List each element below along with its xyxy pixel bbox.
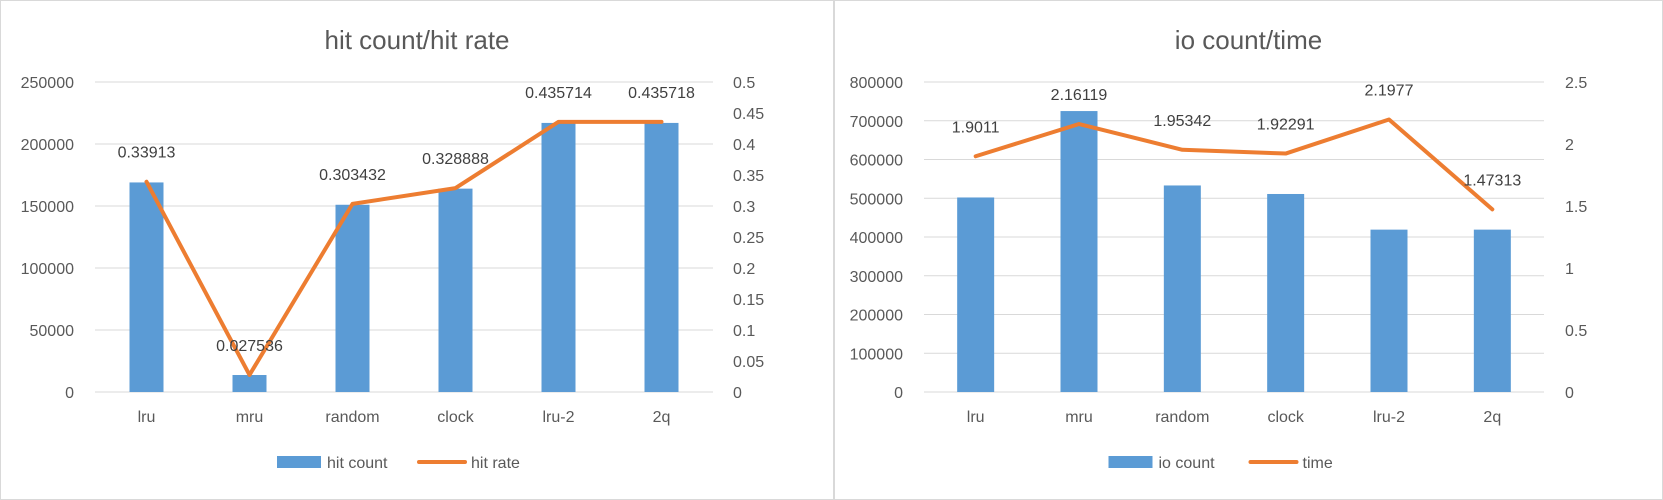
legend-label: io count [1159,455,1216,472]
data-label: 0.435714 [525,85,592,102]
right-tick-label: 0.2 [733,261,755,278]
right-tick-label: 2 [1565,137,1574,154]
left-tick-label: 400000 [850,230,903,247]
data-label: 1.9011 [952,119,1000,136]
line-point [558,121,559,123]
category-label: random [1155,409,1209,426]
left-tick-label: 50000 [30,323,75,340]
left-tick-label: 0 [894,385,903,402]
left-tick-label: 250000 [21,75,74,92]
chart-io-count-time: io count/time 0 100000 200000 300000 400000 50… [834,0,1663,500]
right-tick-label: 0.45 [733,106,764,123]
data-label: 1.47313 [1463,172,1521,189]
data-label: 1.95342 [1153,113,1211,130]
data-label: 2.16119 [1051,87,1108,104]
bar [129,182,164,392]
left-tick-label: 500000 [850,191,903,208]
right-tick-label: 1 [1565,261,1574,278]
right-tick-label: 2.5 [1565,75,1587,92]
data-label: 2.1977 [1365,82,1414,99]
bar [1267,193,1305,392]
category-label: clock [437,409,474,426]
chart-title: io count/time [1175,25,1322,55]
line-series [144,119,664,377]
right-tick-label: 0.4 [733,137,755,154]
line-series [973,117,1495,212]
line-point [1491,208,1493,210]
bar [644,122,679,393]
line-point [1078,123,1080,125]
right-tick-label: 1.5 [1565,199,1587,216]
bar [1370,229,1408,392]
right-tick-label: 0.3 [733,199,755,216]
legend-swatch-bar [1108,456,1153,468]
chart-title: hit count/hit rate [325,25,510,55]
line-point [352,203,353,205]
right-tick-label: 0.1 [733,323,755,340]
line-point [1285,153,1287,155]
line-point [146,181,147,183]
bar [1163,185,1201,392]
right-tick-label: 0 [1565,385,1574,402]
line-point [1181,149,1183,151]
legend-swatch-bar [277,456,321,468]
line-point [661,121,662,123]
bar [1060,111,1098,392]
left-tick-label: 150000 [21,199,74,216]
left-tick-label: 700000 [850,114,903,131]
bar [335,204,370,392]
right-tick-label: 0.35 [733,168,764,185]
line-point [1388,118,1390,120]
category-label: lru [967,409,985,426]
right-tick-label: 0.25 [733,230,764,247]
left-tick-label: 100000 [850,346,903,363]
category-label: random [325,409,379,426]
bar [541,122,576,393]
category-label: lru-2 [542,409,574,426]
left-tick-label: 0 [65,385,74,402]
left-tick-label: 300000 [850,269,903,286]
legend-label: hit count [327,455,388,472]
line-point [975,155,977,157]
category-label: mru [236,409,264,426]
bar [1473,229,1511,392]
category-label: mru [1065,409,1093,426]
left-tick-label: 800000 [850,75,903,92]
category-label: lru-2 [1373,409,1405,426]
bar [438,188,473,392]
right-tick-label: 0 [733,385,742,402]
category-label: clock [1267,409,1304,426]
bar [957,197,995,392]
chart-border [0,0,834,500]
category-label: 2q [653,409,671,426]
data-label: 0.303432 [319,167,386,184]
left-tick-label: 100000 [21,261,74,278]
right-tick-label: 0.5 [733,75,755,92]
chart-hit-count-hit-rate: hit count/hit rate 0 50000 100000 150000 2000… [0,0,834,500]
right-tick-label: 0.05 [733,354,764,371]
data-label: 1.92291 [1257,117,1315,134]
right-tick-label: 0.5 [1565,323,1587,340]
left-tick-label: 200000 [21,137,74,154]
data-label: 0.027536 [216,338,283,355]
left-tick-label: 200000 [850,308,903,325]
left-tick-label: 600000 [850,153,903,170]
legend-label: time [1303,455,1333,472]
data-label: 0.328888 [422,151,489,168]
category-label: 2q [1483,409,1501,426]
line-point [455,187,456,189]
data-label: 0.33913 [118,145,176,162]
bar [232,375,267,392]
legend-label: hit rate [471,455,520,472]
data-label: 0.435718 [628,85,695,102]
line-point [249,374,250,376]
category-label: lru [138,409,156,426]
right-tick-label: 0.15 [733,292,764,309]
